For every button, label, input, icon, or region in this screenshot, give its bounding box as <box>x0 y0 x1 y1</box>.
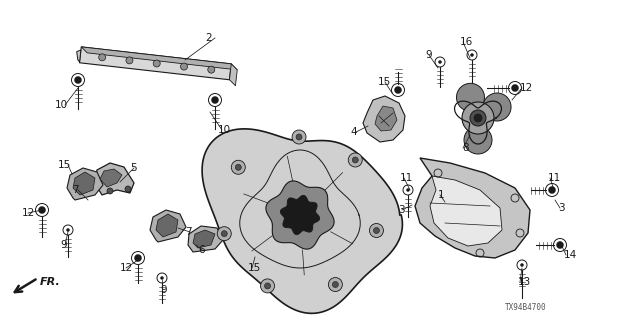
Text: FR.: FR. <box>40 277 61 287</box>
Circle shape <box>125 186 131 192</box>
Text: 7: 7 <box>72 185 79 195</box>
Text: 9: 9 <box>425 50 431 60</box>
Circle shape <box>260 279 275 293</box>
Polygon shape <box>430 176 502 246</box>
Polygon shape <box>81 47 237 70</box>
Polygon shape <box>193 230 215 248</box>
Circle shape <box>438 60 442 63</box>
Circle shape <box>134 254 141 261</box>
Circle shape <box>161 276 163 279</box>
Text: 4: 4 <box>350 127 356 137</box>
Circle shape <box>348 153 362 167</box>
Polygon shape <box>100 169 122 187</box>
Circle shape <box>99 54 106 61</box>
Polygon shape <box>67 168 103 200</box>
Text: 11: 11 <box>548 173 561 183</box>
Circle shape <box>548 187 556 194</box>
Text: 11: 11 <box>400 173 413 183</box>
Polygon shape <box>375 106 397 131</box>
Polygon shape <box>79 47 231 80</box>
Circle shape <box>292 130 306 144</box>
Polygon shape <box>415 158 530 258</box>
Polygon shape <box>363 96 405 142</box>
Circle shape <box>211 97 218 103</box>
Circle shape <box>208 66 215 73</box>
Circle shape <box>38 206 45 213</box>
Polygon shape <box>230 64 237 86</box>
Circle shape <box>231 160 245 174</box>
Text: 16: 16 <box>460 37 473 47</box>
Circle shape <box>217 227 231 241</box>
Polygon shape <box>280 195 319 235</box>
Text: 13: 13 <box>518 277 531 287</box>
Circle shape <box>74 76 81 84</box>
Text: 3: 3 <box>398 205 404 215</box>
Polygon shape <box>77 50 81 62</box>
Circle shape <box>352 157 358 163</box>
Circle shape <box>296 134 302 140</box>
Text: 2: 2 <box>205 33 212 43</box>
Polygon shape <box>188 226 223 252</box>
Circle shape <box>328 277 342 292</box>
Circle shape <box>520 263 524 267</box>
Text: 7: 7 <box>185 227 191 237</box>
Circle shape <box>369 223 383 237</box>
Text: 12: 12 <box>120 263 133 273</box>
Text: 8: 8 <box>462 143 468 153</box>
Polygon shape <box>202 129 403 313</box>
Circle shape <box>236 164 241 170</box>
Circle shape <box>557 242 563 249</box>
Circle shape <box>456 83 484 111</box>
Circle shape <box>470 110 486 126</box>
Text: 15: 15 <box>248 263 261 273</box>
Circle shape <box>464 126 492 154</box>
Circle shape <box>332 282 339 287</box>
Circle shape <box>462 102 494 134</box>
Text: 6: 6 <box>198 245 205 255</box>
Circle shape <box>511 84 518 92</box>
Text: 9: 9 <box>60 240 67 250</box>
Circle shape <box>374 228 380 234</box>
Text: 10: 10 <box>55 100 68 110</box>
Circle shape <box>470 53 474 57</box>
Text: 10: 10 <box>218 125 231 135</box>
Polygon shape <box>94 163 134 195</box>
Circle shape <box>126 57 133 64</box>
Text: 15: 15 <box>58 160 71 170</box>
Text: 12: 12 <box>520 83 533 93</box>
Text: 9: 9 <box>160 285 166 295</box>
Text: 15: 15 <box>378 77 391 87</box>
Text: 12: 12 <box>22 208 35 218</box>
Polygon shape <box>73 172 95 195</box>
Circle shape <box>406 188 410 191</box>
Polygon shape <box>150 210 186 242</box>
Text: 5: 5 <box>130 163 136 173</box>
Polygon shape <box>266 181 334 249</box>
Circle shape <box>67 228 70 231</box>
Text: 14: 14 <box>564 250 577 260</box>
Text: TX94B4700: TX94B4700 <box>505 303 547 312</box>
Circle shape <box>107 188 113 194</box>
Circle shape <box>483 93 511 121</box>
Circle shape <box>264 283 271 289</box>
Circle shape <box>180 63 188 70</box>
Circle shape <box>153 60 160 67</box>
Text: 1: 1 <box>438 190 445 200</box>
Circle shape <box>221 231 227 237</box>
Circle shape <box>474 114 482 122</box>
Text: 3: 3 <box>558 203 564 213</box>
Polygon shape <box>156 214 178 237</box>
Circle shape <box>394 86 401 93</box>
